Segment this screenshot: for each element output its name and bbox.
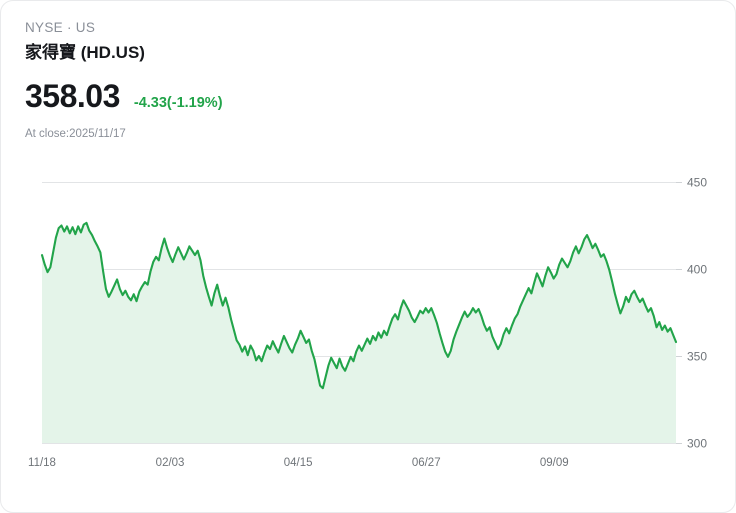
quote-header: NYSE · US 家得寶 (HD.US) 358.03 -4.33(-1.19%)… bbox=[1, 1, 735, 142]
x-axis-label: 02/03 bbox=[156, 457, 185, 469]
price-change: -4.33(-1.19%) bbox=[133, 95, 223, 111]
x-axis-label: 04/15 bbox=[284, 457, 313, 469]
x-axis-label: 09/09 bbox=[540, 457, 569, 469]
region-label: US bbox=[75, 20, 96, 35]
x-axis-labels: 11/18 02/03 04/15 06/27 09/09 bbox=[28, 457, 569, 469]
y-axis-label: 300 bbox=[687, 437, 707, 451]
last-price: 358.03 bbox=[25, 78, 120, 114]
price-chart[interactable]: 450 400 350 300 11/18 02/03 04/15 06/27 09/09 bbox=[1, 161, 736, 481]
price-area-fill bbox=[42, 222, 676, 443]
y-axis-labels: 450 400 350 300 bbox=[687, 176, 707, 451]
exchange-label: NYSE bbox=[25, 20, 63, 35]
price-row: 358.03 -4.33(-1.19%) bbox=[25, 78, 735, 114]
y-axis-label: 400 bbox=[687, 263, 707, 277]
y-axis-label: 450 bbox=[687, 176, 707, 190]
close-timestamp: At close:2025/11/17 bbox=[25, 128, 126, 140]
x-axis-label: 11/18 bbox=[28, 457, 56, 469]
y-axis-label: 350 bbox=[687, 350, 707, 364]
price-chart-svg[interactable]: 450 400 350 300 11/18 02/03 04/15 06/27 09/09 bbox=[1, 161, 736, 481]
exchange-region-line: NYSE · US bbox=[25, 19, 735, 37]
separator-dot: · bbox=[66, 20, 72, 35]
price-line bbox=[40, 221, 678, 390]
page-title: 家得寶 (HD.US) bbox=[25, 43, 145, 62]
x-axis-label: 06/27 bbox=[412, 457, 441, 469]
